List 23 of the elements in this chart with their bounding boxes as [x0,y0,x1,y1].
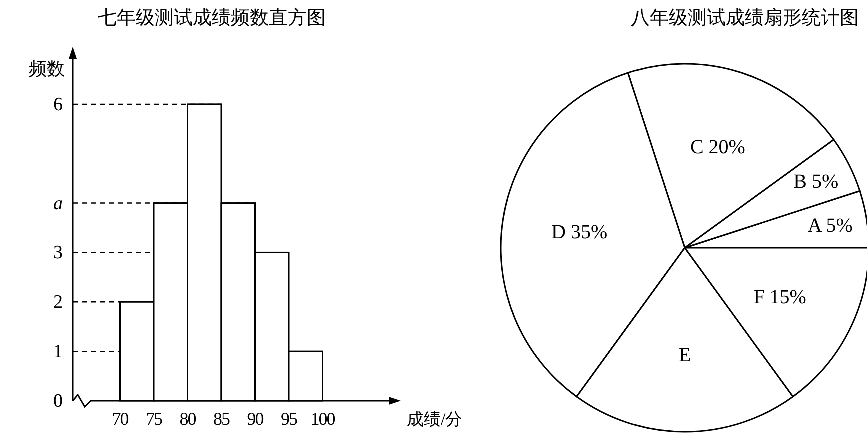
slice-label: F 15% [754,286,806,308]
chart-title: 七年级测试成绩频数直方图 [98,7,326,29]
x-tick-label: 90 [247,409,264,429]
x-tick-label: 100 [310,409,336,429]
y-tick-label: 0 [54,391,63,412]
slice-label: E [678,344,692,367]
y-tick-label: 2 [54,292,63,314]
slice-label: B 5% [794,171,839,194]
y-tick-label: 6 [54,94,63,116]
x-tick-label: 80 [180,409,197,429]
slice-label: C 20% [690,136,746,159]
slice-label: A 5% [808,214,853,237]
y-tick-label: a [54,193,63,214]
x-tick-label: 70 [112,409,130,429]
x-tick-label: 85 [214,409,230,429]
chart-title: 八年级测试成绩扇形统计图 [631,7,859,29]
slice-label: D 35% [552,221,608,244]
y-tick-label: 1 [54,342,63,363]
x-tick-label: 95 [281,409,298,429]
x-axis-title: 成绩/分 [407,410,463,429]
x-tick-label: 75 [146,409,163,429]
y-tick-label: 3 [54,242,63,264]
y-axis-title: 频数 [29,59,65,79]
